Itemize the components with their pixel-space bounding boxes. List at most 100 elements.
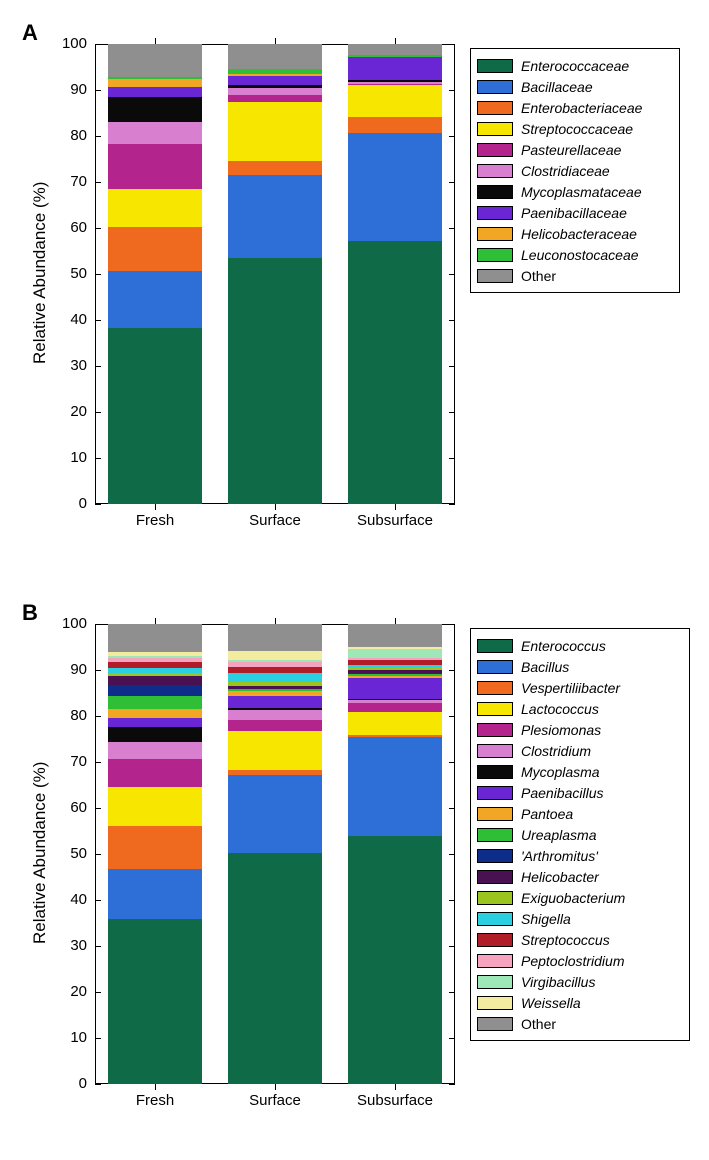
bar-segment <box>108 685 202 696</box>
legend-item: Other <box>477 1013 681 1034</box>
legend-label: Streptococcaceae <box>521 121 633 137</box>
bar-segment <box>228 95 322 102</box>
legend-item: 'Arthromitus' <box>477 845 681 866</box>
y-tick <box>95 412 101 413</box>
legend-label: Shigella <box>521 911 571 927</box>
y-tick <box>95 228 101 229</box>
bar-segment <box>228 44 322 69</box>
bar-segment <box>348 737 442 835</box>
y-tick <box>95 182 101 183</box>
legend-swatch <box>477 227 513 241</box>
legend-swatch <box>477 164 513 178</box>
bar-segment <box>228 731 322 771</box>
legend-label: Lactococcus <box>521 701 599 717</box>
legend-label: Peptoclostridium <box>521 953 625 969</box>
legend-swatch <box>477 681 513 695</box>
y-tick <box>95 366 101 367</box>
y-tick-label: 50 <box>47 265 87 282</box>
y-tick-label: 10 <box>47 1029 87 1046</box>
legend-item: Enterobacteriaceae <box>477 97 671 118</box>
legend-item: Vespertiliibacter <box>477 677 681 698</box>
legend-swatch <box>477 975 513 989</box>
legend-item: Peptoclostridium <box>477 950 681 971</box>
y-tick-label: 100 <box>47 35 87 52</box>
y-tick-label: 40 <box>47 311 87 328</box>
legend-swatch <box>477 206 513 220</box>
legend-label: Enterobacteriaceae <box>521 100 642 116</box>
bar-segment <box>108 787 202 826</box>
bar-segment <box>108 122 202 144</box>
bar-segment <box>108 189 202 227</box>
y-tick-label: 90 <box>47 661 87 678</box>
legend-swatch <box>477 122 513 136</box>
legend-label: Paenibacillaceae <box>521 205 627 221</box>
y-tick <box>449 900 455 901</box>
bar-segment <box>108 87 202 97</box>
y-tick <box>449 320 455 321</box>
legend-item: Bacillaceae <box>477 76 671 97</box>
bar-segment <box>228 161 322 175</box>
y-tick <box>449 90 455 91</box>
y-tick <box>95 808 101 809</box>
bar-segment <box>108 624 202 652</box>
y-tick-label: 60 <box>47 219 87 236</box>
y-tick-label: 10 <box>47 449 87 466</box>
legend-item: Helicobacteraceae <box>477 223 671 244</box>
y-tick <box>95 136 101 137</box>
bar-segment <box>348 836 442 1084</box>
x-tick-label: Subsurface <box>345 1092 445 1109</box>
bar-segment <box>228 696 322 708</box>
x-tick <box>155 1084 156 1090</box>
bar-segment <box>108 869 202 920</box>
panel-a: ARelative Abundance (%)01020304050607080… <box>0 0 709 580</box>
x-tick-label: Surface <box>225 512 325 529</box>
legend-item: Mycoplasma <box>477 761 681 782</box>
y-tick <box>449 992 455 993</box>
y-tick-label: 100 <box>47 615 87 632</box>
legend-swatch <box>477 996 513 1010</box>
legend-swatch <box>477 912 513 926</box>
y-tick <box>449 1084 455 1085</box>
y-tick <box>95 762 101 763</box>
legend-label: Bacillus <box>521 659 569 675</box>
x-tick-label: Fresh <box>105 512 205 529</box>
legend-item: Exiguobacterium <box>477 887 681 908</box>
bar-segment <box>348 624 442 647</box>
legend-label: Paenibacillus <box>521 785 604 801</box>
y-tick <box>449 854 455 855</box>
y-tick <box>449 762 455 763</box>
legend-swatch <box>477 185 513 199</box>
y-tick-label: 70 <box>47 173 87 190</box>
y-tick <box>449 274 455 275</box>
y-tick <box>95 504 101 505</box>
bar-segment <box>348 241 442 504</box>
legend-swatch <box>477 723 513 737</box>
bar-segment <box>348 712 442 735</box>
y-tick <box>95 854 101 855</box>
y-tick-label: 50 <box>47 845 87 862</box>
y-tick <box>95 900 101 901</box>
legend-label: Pantoea <box>521 806 573 822</box>
legend-swatch <box>477 786 513 800</box>
legend-swatch <box>477 849 513 863</box>
legend-label: Leuconostocaceae <box>521 247 639 263</box>
legend-item: Bacillus <box>477 656 681 677</box>
y-tick <box>95 458 101 459</box>
legend-label: Plesiomonas <box>521 722 601 738</box>
legend-swatch <box>477 954 513 968</box>
y-tick <box>449 458 455 459</box>
bar-segment <box>228 624 322 651</box>
legend-label: Vespertiliibacter <box>521 680 620 696</box>
bar-segment <box>108 227 202 271</box>
legend-swatch <box>477 80 513 94</box>
y-tick <box>449 228 455 229</box>
legend-label: Exiguobacterium <box>521 890 625 906</box>
legend-label: Virgibacillus <box>521 974 595 990</box>
bar-segment <box>108 759 202 787</box>
bar-segment <box>108 718 202 727</box>
bar-segment <box>348 678 442 698</box>
legend-item: Streptococcus <box>477 929 681 950</box>
y-tick <box>449 504 455 505</box>
legend-item: Shigella <box>477 908 681 929</box>
legend-swatch <box>477 143 513 157</box>
